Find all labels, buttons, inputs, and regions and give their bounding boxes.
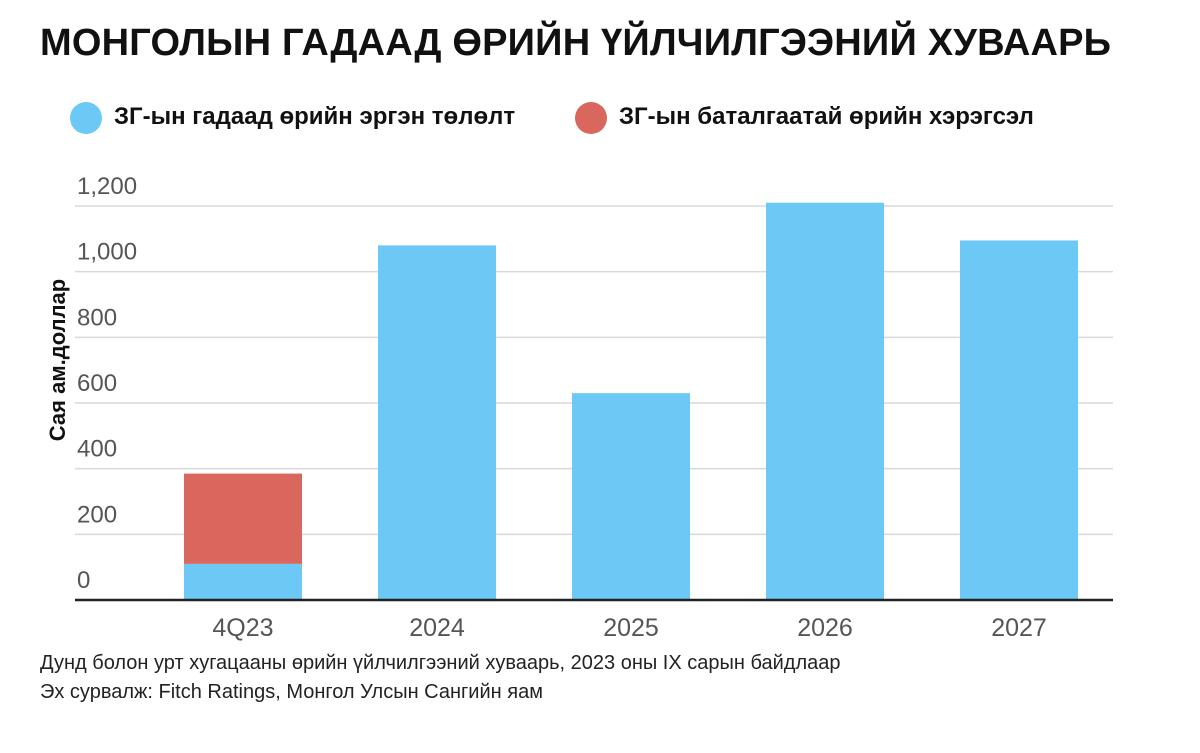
bar-2024-series-1 [378, 245, 496, 600]
bars-layer [184, 202, 1078, 600]
labels-layer: 0 200 400 600 800 1,000 1,200 4Q23 2024 2025 2026 2… [77, 173, 1047, 642]
y-tick-label: 200 [77, 501, 117, 528]
x-tick-label: 2026 [797, 614, 853, 642]
x-tick-label: 2027 [991, 614, 1047, 642]
y-tick-label: 600 [77, 370, 117, 397]
x-tick-label: 2025 [603, 614, 659, 642]
y-tick-label: 1,000 [77, 239, 137, 266]
bar-2025-series-1 [572, 393, 690, 600]
bar-4Q23-series-1 [184, 563, 302, 600]
bar-4Q23-series-2 [184, 473, 302, 564]
chart-title: МОНГОЛЫН ГАДААД ӨРИЙН ҮЙЛЧИЛГЭЭНИЙ ХУВАА… [40, 22, 1112, 64]
legend-swatch-repayment [70, 102, 102, 134]
legend-label-repayment: ЗГ-ын гадаад өрийн эргэн төлөлт [114, 103, 516, 130]
y-tick-label: 1,200 [77, 173, 137, 200]
bar-2026-series-1 [766, 202, 884, 600]
y-tick-label: 400 [77, 436, 117, 463]
footnote-note: Дунд болон урт хугацааны өрийн үйлчилгээ… [40, 652, 841, 674]
footnote-source: Эх сурвалж: Fitch Ratings, Монгол Улсын … [40, 681, 543, 703]
x-tick-label: 4Q23 [212, 614, 273, 642]
y-tick-label: 800 [77, 304, 117, 331]
legend-label-guaranteed: ЗГ-ын баталгаатай өрийн хэрэгсэл [619, 103, 1034, 130]
x-tick-label: 2024 [409, 614, 465, 642]
legend-swatch-guaranteed [575, 102, 607, 134]
y-tick-label: 0 [77, 567, 90, 594]
bar-2027-series-1 [960, 240, 1078, 600]
